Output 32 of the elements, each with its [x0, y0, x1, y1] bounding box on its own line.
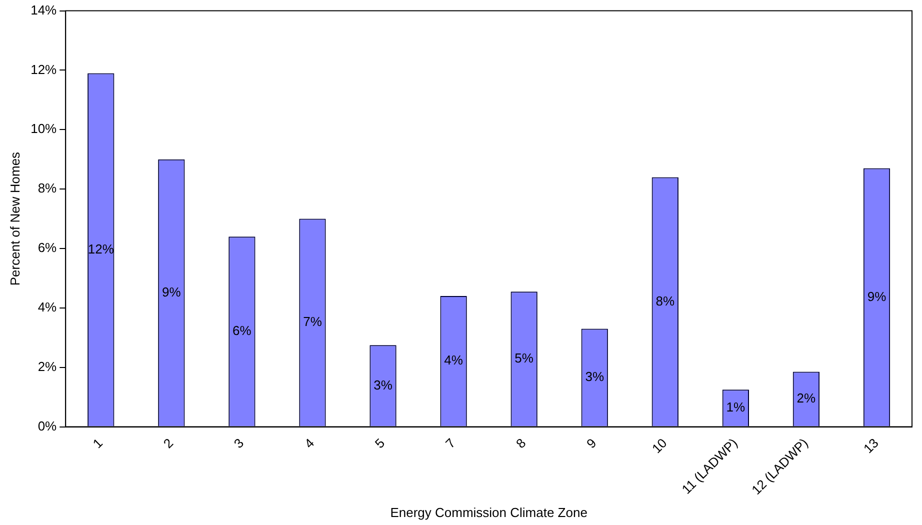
data-label: 9%	[867, 288, 887, 304]
x-tick-label: 8	[513, 435, 529, 452]
data-label: 1%	[726, 400, 746, 415]
data-label: 3%	[585, 369, 604, 384]
data-label: 6%	[232, 323, 252, 338]
x-axis-title: Energy Commission Climate Zone	[390, 504, 588, 520]
data-label: 4%	[444, 352, 464, 368]
data-label: 9%	[162, 284, 182, 300]
y-tick-label: 12%	[30, 62, 58, 77]
data-label: 2%	[796, 390, 816, 406]
data-label: 5%	[514, 350, 534, 366]
y-tick-label: 0%	[38, 418, 58, 434]
data-label: 3%	[374, 377, 393, 392]
y-tick-label: 14%	[30, 2, 58, 18]
data-label: 8%	[656, 293, 675, 308]
y-axis-title: Percent of New Homes	[7, 151, 22, 286]
x-tick-label: 2	[160, 435, 176, 452]
x-tick-label: 7	[442, 435, 458, 452]
x-tick-label: 4	[301, 435, 318, 452]
x-tick-label: 5	[372, 435, 388, 452]
y-tick-label: 4%	[38, 300, 58, 315]
x-tick-label: 10	[648, 435, 670, 456]
x-tick-label: 13	[860, 435, 882, 456]
x-tick-label: 9	[584, 435, 600, 452]
data-label: 12%	[88, 241, 114, 256]
x-tick-label: 3	[230, 435, 247, 452]
x-tick-label: 1	[90, 435, 106, 452]
data-label: 7%	[303, 314, 322, 330]
y-tick-label: 8%	[38, 180, 58, 196]
y-tick-label: 2%	[38, 358, 58, 374]
y-tick-label: 6%	[38, 240, 58, 256]
y-tick-label: 10%	[30, 121, 58, 136]
